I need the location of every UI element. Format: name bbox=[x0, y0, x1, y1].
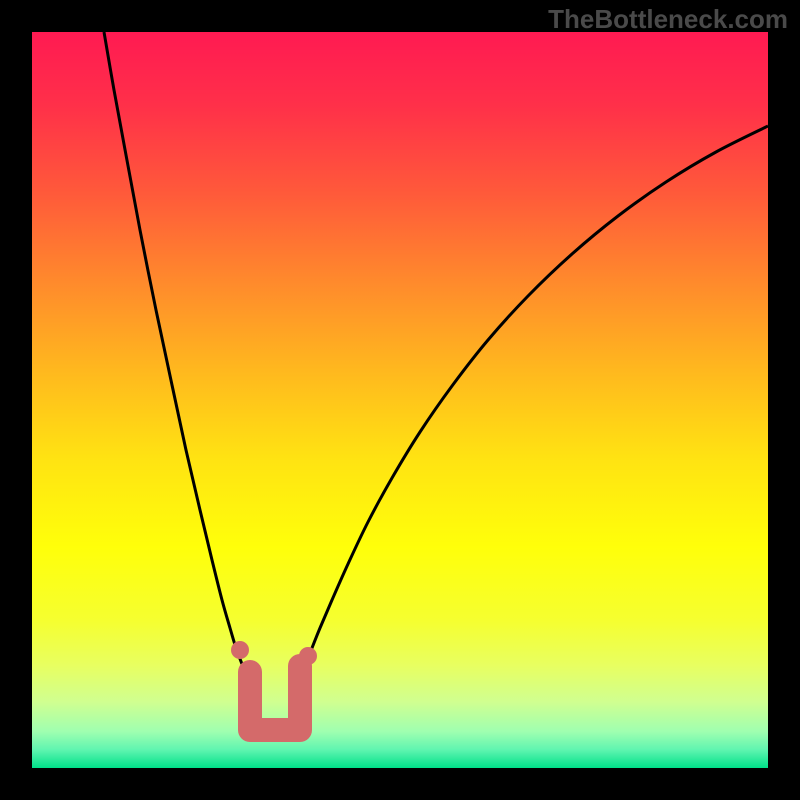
bottom-marker-u bbox=[250, 666, 300, 730]
chart-overlay bbox=[0, 0, 800, 800]
bottom-marker-left-dot bbox=[231, 641, 249, 659]
right-curve bbox=[306, 126, 768, 664]
chart-container: TheBottleneck.com bbox=[0, 0, 800, 800]
watermark-text: TheBottleneck.com bbox=[548, 4, 788, 35]
left-curve bbox=[104, 32, 242, 664]
bottom-marker-right-dot bbox=[299, 647, 317, 665]
